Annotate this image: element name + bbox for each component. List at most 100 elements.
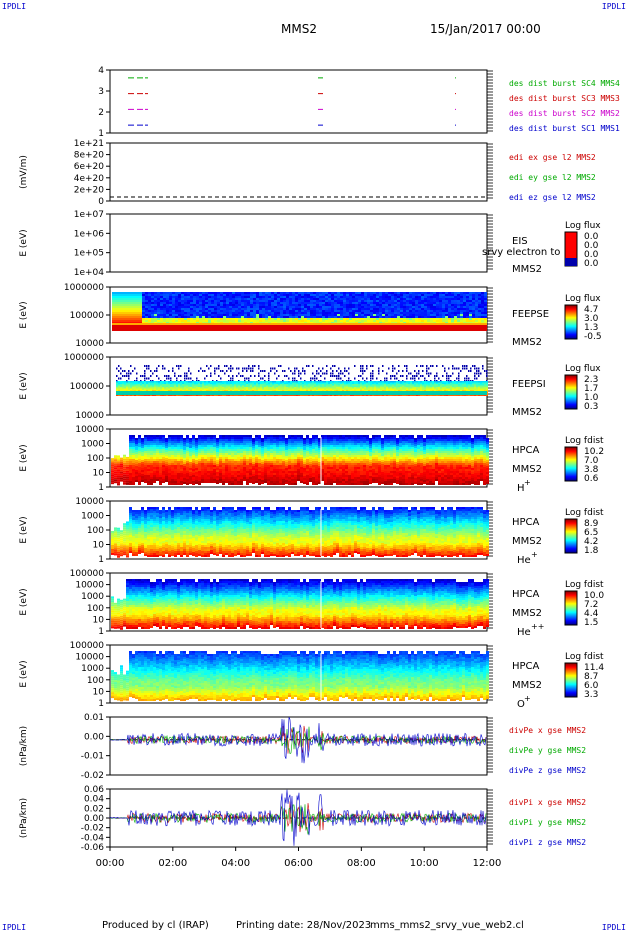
cell (466, 384, 468, 386)
cell (298, 298, 301, 300)
cell (175, 292, 178, 294)
cell (331, 296, 334, 298)
cell (440, 385, 442, 387)
cell (166, 375, 168, 377)
cell (138, 449, 141, 451)
cell (420, 394, 422, 396)
cell (198, 388, 200, 390)
cell (199, 294, 202, 296)
cell (304, 298, 307, 300)
cell (427, 308, 430, 310)
cell (144, 370, 146, 372)
cell (124, 306, 127, 308)
cell (187, 298, 190, 300)
cell (361, 308, 364, 310)
cell (469, 316, 472, 318)
cell (157, 292, 160, 294)
cell (278, 381, 280, 383)
cell (313, 306, 316, 308)
cell (450, 382, 452, 384)
cell (210, 382, 212, 384)
cell (484, 388, 486, 390)
cell (164, 394, 166, 396)
cell (398, 384, 400, 386)
cell (260, 390, 262, 392)
cell (126, 478, 129, 481)
cell (442, 296, 445, 298)
cell (430, 387, 432, 389)
cell (150, 445, 153, 447)
cell (436, 312, 439, 314)
cell (164, 384, 166, 386)
cell (343, 298, 346, 300)
cell (187, 294, 190, 296)
cell (156, 388, 158, 390)
cell (250, 394, 252, 396)
cell (308, 385, 310, 387)
cell (220, 296, 223, 298)
cell (454, 382, 456, 384)
cell (358, 308, 361, 310)
cell (198, 387, 200, 389)
cell (414, 375, 416, 377)
cell (214, 300, 217, 302)
cell (230, 382, 232, 384)
cell (348, 394, 350, 396)
cell (258, 372, 260, 375)
cell (454, 294, 457, 296)
y-tick-label: 1000000 (64, 353, 104, 363)
cell (360, 387, 362, 389)
cell (120, 388, 122, 390)
cell (276, 385, 278, 387)
cell (235, 308, 238, 310)
cell (214, 314, 217, 316)
cell (298, 394, 300, 396)
cell (135, 476, 138, 478)
cell (331, 316, 334, 318)
cell (406, 377, 408, 380)
cell (346, 316, 349, 318)
cell (442, 306, 445, 308)
cell (146, 388, 148, 390)
cell (370, 296, 373, 298)
cell (424, 302, 427, 304)
cell (434, 390, 436, 392)
cell (118, 308, 121, 310)
cell (362, 377, 364, 380)
cell (247, 316, 250, 318)
cell (236, 388, 238, 390)
cell (282, 381, 284, 383)
cell (382, 300, 385, 302)
cell (244, 385, 246, 387)
cell (462, 384, 464, 386)
cell (154, 312, 157, 314)
cell (252, 387, 254, 389)
cell (208, 394, 210, 396)
colorbar-title: Log flux (565, 294, 601, 304)
cell (474, 381, 476, 383)
cell (384, 388, 386, 390)
cell (247, 292, 250, 294)
cell (160, 312, 163, 314)
cell (475, 300, 478, 302)
cell (382, 302, 385, 304)
cell (289, 316, 292, 318)
cell (294, 385, 296, 387)
cell (240, 390, 242, 392)
cell (123, 462, 126, 465)
cell (480, 394, 482, 396)
cell (226, 296, 229, 298)
cell (262, 394, 264, 396)
cell (301, 316, 304, 318)
cell (412, 314, 415, 316)
cell (268, 304, 271, 306)
cell (379, 294, 382, 296)
cell (268, 382, 270, 384)
cell (361, 306, 364, 308)
cell (174, 388, 176, 390)
cell (336, 382, 338, 384)
cell (176, 381, 178, 383)
colorbar-label: 10.2 (584, 447, 604, 457)
cell (322, 394, 324, 396)
cell (211, 292, 214, 294)
